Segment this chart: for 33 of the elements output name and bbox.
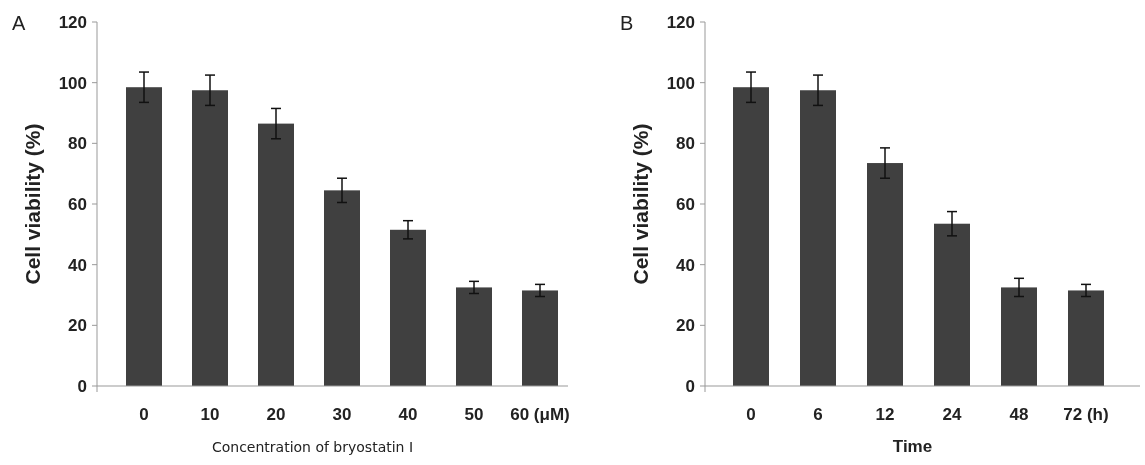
text: A <box>12 12 26 34</box>
y-tick-label: 80 <box>676 134 695 154</box>
x-tick-label: 10 <box>200 405 220 424</box>
y-tick-label: 40 <box>68 255 87 275</box>
x-axis-title: Concentration of bryostatin I <box>211 439 414 455</box>
x-tick-label: 12 <box>875 405 895 424</box>
y-tick-label: 100 <box>666 73 695 93</box>
y-tick-label: 20 <box>676 316 695 336</box>
x-tick-label: 30 <box>332 405 352 424</box>
x-tick-label: 24 <box>942 405 962 424</box>
x-tick-label: 20 <box>266 405 286 424</box>
x-tick-label: 0 <box>746 405 756 424</box>
y-axis-title: Cell viability (%) <box>629 123 652 285</box>
y-tick-label: 0 <box>77 376 87 396</box>
x-axis-title: Time <box>892 437 933 456</box>
x-tick-label: 40 <box>398 405 418 424</box>
y-tick-label: 120 <box>58 12 87 32</box>
y-tick-label: 60 <box>68 194 87 214</box>
text: B <box>620 12 634 34</box>
y-axis-title: Cell viability (%) <box>21 123 44 285</box>
x-tick-label: 0 <box>139 405 149 424</box>
y-tick-label: 60 <box>676 194 695 214</box>
x-tick-label: 48 <box>1009 405 1029 424</box>
y-tick-label: 80 <box>68 134 87 154</box>
x-tick-label: 6 <box>813 405 823 424</box>
x-tick-label: 50 <box>464 405 484 424</box>
y-tick-label: 40 <box>676 255 695 275</box>
y-tick-label: 20 <box>68 316 87 336</box>
y-tick-label: 120 <box>666 12 695 32</box>
x-tick-label: 60 (μM) <box>510 405 570 424</box>
y-tick-label: 100 <box>58 73 87 93</box>
x-tick-label: 72 (h) <box>1063 405 1109 424</box>
y-tick-label: 0 <box>685 376 695 396</box>
